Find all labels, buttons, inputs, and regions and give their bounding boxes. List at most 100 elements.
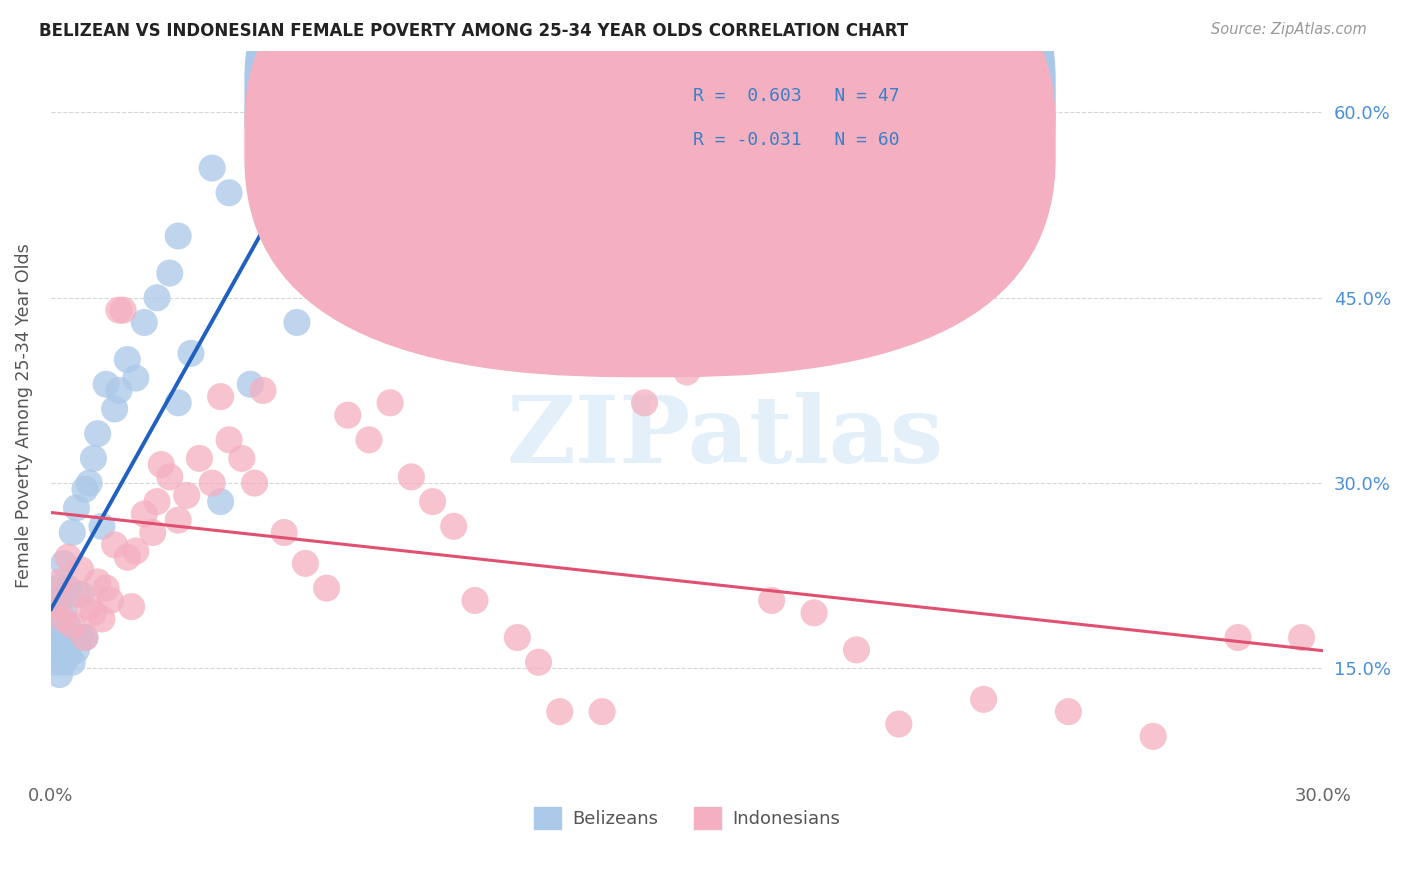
Point xyxy=(46,581,69,595)
Point xyxy=(86,426,108,441)
Point xyxy=(52,606,75,620)
Point xyxy=(150,458,173,472)
Point xyxy=(60,525,83,540)
Point xyxy=(676,365,699,379)
Point xyxy=(44,655,66,669)
Point xyxy=(887,717,910,731)
Point xyxy=(315,217,337,231)
Point xyxy=(82,451,104,466)
Point xyxy=(112,303,135,318)
Point xyxy=(56,648,79,663)
Point xyxy=(52,612,75,626)
Text: Source: ZipAtlas.com: Source: ZipAtlas.com xyxy=(1211,22,1367,37)
Point xyxy=(159,266,181,280)
Point xyxy=(527,655,550,669)
Point xyxy=(336,408,359,422)
Point xyxy=(100,593,122,607)
Point xyxy=(1291,631,1313,645)
Text: R =  0.603   N = 47: R = 0.603 N = 47 xyxy=(693,87,900,105)
Point xyxy=(60,655,83,669)
Point xyxy=(48,618,70,632)
Point xyxy=(201,161,224,175)
Point xyxy=(180,346,202,360)
Point xyxy=(218,186,240,200)
Point xyxy=(718,334,741,348)
Point xyxy=(285,316,308,330)
Point xyxy=(42,637,65,651)
Point xyxy=(117,550,139,565)
Point xyxy=(273,525,295,540)
Point xyxy=(761,593,783,607)
Point xyxy=(422,494,444,508)
Point xyxy=(77,599,100,614)
Point xyxy=(69,587,91,601)
Point xyxy=(96,581,118,595)
Point xyxy=(633,396,655,410)
Point xyxy=(96,377,118,392)
Point xyxy=(108,303,131,318)
Point xyxy=(48,574,70,589)
Text: ZIPatlas: ZIPatlas xyxy=(506,392,943,482)
Point xyxy=(121,599,143,614)
Point xyxy=(69,563,91,577)
Point xyxy=(591,705,613,719)
Point xyxy=(167,396,190,410)
Point xyxy=(1142,730,1164,744)
Point xyxy=(506,631,529,645)
Point xyxy=(548,705,571,719)
Point xyxy=(1057,705,1080,719)
Point xyxy=(108,384,131,398)
Point xyxy=(44,606,66,620)
Text: BELIZEAN VS INDONESIAN FEMALE POVERTY AMONG 25-34 YEAR OLDS CORRELATION CHART: BELIZEAN VS INDONESIAN FEMALE POVERTY AM… xyxy=(39,22,908,40)
Point xyxy=(201,476,224,491)
Point xyxy=(218,433,240,447)
Y-axis label: Female Poverty Among 25-34 Year Olds: Female Poverty Among 25-34 Year Olds xyxy=(15,243,32,588)
Point xyxy=(65,500,87,515)
Point xyxy=(56,550,79,565)
FancyBboxPatch shape xyxy=(245,0,1056,377)
Point xyxy=(56,618,79,632)
Point xyxy=(52,557,75,571)
Point xyxy=(231,451,253,466)
Point xyxy=(134,507,156,521)
Point xyxy=(60,631,83,645)
Point xyxy=(82,606,104,620)
Point xyxy=(65,587,87,601)
Point xyxy=(125,544,148,558)
Point xyxy=(167,229,190,244)
Point xyxy=(188,451,211,466)
Point xyxy=(69,631,91,645)
Point xyxy=(117,352,139,367)
Point xyxy=(315,581,337,595)
Point xyxy=(65,643,87,657)
Point xyxy=(52,631,75,645)
FancyBboxPatch shape xyxy=(598,62,1031,175)
Point xyxy=(44,631,66,645)
Point xyxy=(90,612,112,626)
Point xyxy=(90,519,112,533)
Point xyxy=(48,593,70,607)
Point xyxy=(464,593,486,607)
Point xyxy=(142,525,165,540)
Point xyxy=(48,643,70,657)
Point xyxy=(73,631,96,645)
Point xyxy=(146,494,169,508)
Point xyxy=(104,538,127,552)
Point xyxy=(73,483,96,497)
Legend: Belizeans, Indonesians: Belizeans, Indonesians xyxy=(527,800,846,836)
Point xyxy=(134,316,156,330)
Point xyxy=(243,476,266,491)
Text: R = -0.031   N = 60: R = -0.031 N = 60 xyxy=(693,130,900,149)
Point xyxy=(44,599,66,614)
Point xyxy=(401,470,423,484)
Point xyxy=(1227,631,1250,645)
Point xyxy=(60,618,83,632)
Point xyxy=(167,513,190,527)
Point xyxy=(973,692,995,706)
Point xyxy=(239,377,262,392)
Point xyxy=(48,667,70,681)
Point xyxy=(52,655,75,669)
Point xyxy=(845,643,868,657)
Point xyxy=(294,557,316,571)
Point xyxy=(56,581,79,595)
